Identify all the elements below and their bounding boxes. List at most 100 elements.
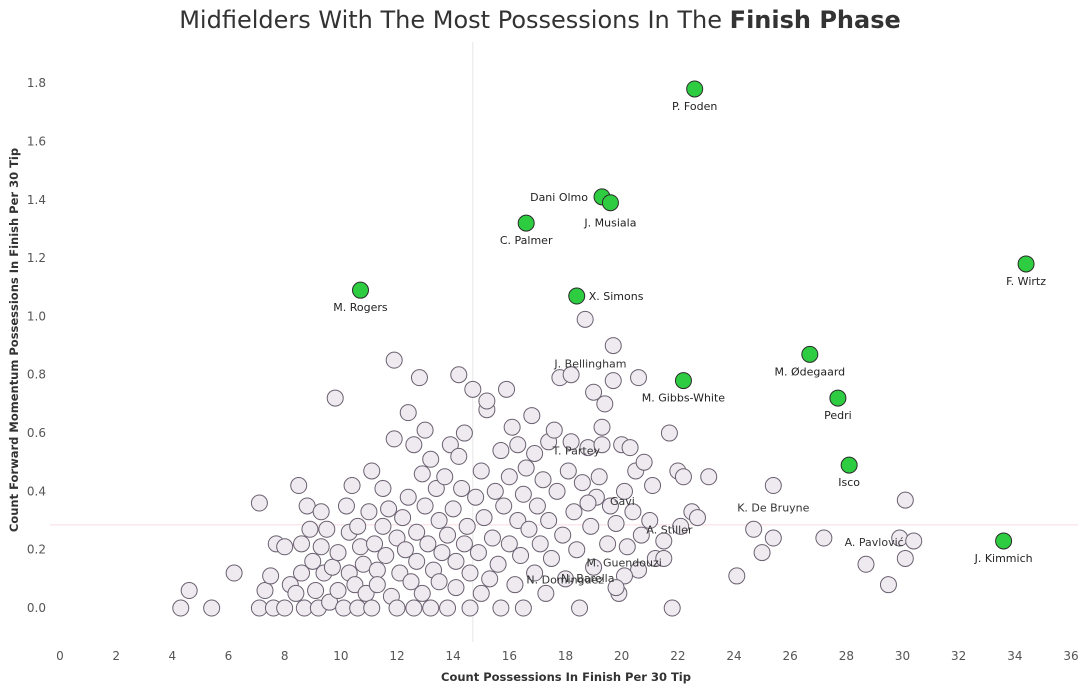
data-point bbox=[500, 468, 518, 486]
data-point bbox=[385, 351, 403, 369]
data-point bbox=[374, 479, 392, 497]
data-point bbox=[585, 383, 603, 401]
data-point bbox=[562, 433, 580, 451]
data-point bbox=[410, 369, 428, 387]
data-point bbox=[604, 337, 622, 355]
x-tick-label: 24 bbox=[726, 649, 741, 663]
data-point bbox=[447, 552, 465, 570]
data-point bbox=[469, 544, 487, 562]
data-point bbox=[540, 512, 558, 530]
x-axis-label: Count Possessions In Finish Per 30 Tip bbox=[441, 670, 691, 684]
data-point bbox=[545, 421, 563, 439]
data-point bbox=[329, 582, 347, 600]
data-point bbox=[879, 576, 897, 594]
data-point bbox=[489, 555, 507, 573]
data-point bbox=[366, 535, 384, 553]
y-tick-label: 1.4 bbox=[27, 193, 46, 207]
point-label: A. Pavlović bbox=[845, 536, 904, 549]
x-tick-label: 20 bbox=[614, 649, 629, 663]
highlighted-point bbox=[601, 194, 619, 212]
reference-lines bbox=[50, 42, 1078, 642]
data-point bbox=[307, 582, 325, 600]
data-point bbox=[444, 500, 462, 518]
data-point bbox=[380, 500, 398, 518]
data-point bbox=[326, 389, 344, 407]
data-point bbox=[349, 517, 367, 535]
highlighted-point-label: J. Musiala bbox=[583, 217, 636, 230]
data-point bbox=[557, 570, 574, 588]
data-point bbox=[559, 462, 577, 480]
data-point bbox=[368, 561, 386, 579]
data-point-labeled bbox=[688, 509, 706, 527]
data-point bbox=[517, 459, 535, 477]
y-tick-label: 1.6 bbox=[27, 134, 46, 148]
data-point-labeled bbox=[615, 567, 633, 585]
point-label: T. Partey bbox=[552, 445, 601, 458]
data-point bbox=[644, 477, 662, 495]
data-point bbox=[405, 436, 423, 454]
data-point bbox=[405, 599, 423, 617]
data-point bbox=[346, 576, 364, 594]
data-point bbox=[318, 520, 336, 538]
point-labels: J. Bellingham T. Partey Gavi K. De Bruyne A.… bbox=[333, 100, 1046, 587]
data-point bbox=[450, 366, 468, 384]
chart-title: Midfielders With The Most Possessions In… bbox=[179, 6, 901, 34]
x-tick-label: 18 bbox=[558, 649, 573, 663]
background-points bbox=[172, 310, 923, 617]
data-point bbox=[700, 468, 718, 486]
x-tick-label: 34 bbox=[1007, 649, 1022, 663]
data-point bbox=[453, 479, 471, 497]
data-point bbox=[256, 582, 274, 600]
data-point bbox=[172, 599, 190, 617]
highlighted-point-label: M. Gibbs-White bbox=[642, 392, 726, 405]
point-label: J. Bellingham bbox=[553, 358, 626, 371]
data-point bbox=[374, 517, 392, 535]
data-point bbox=[388, 529, 406, 547]
x-tick-label: 32 bbox=[951, 649, 966, 663]
data-point bbox=[396, 541, 414, 559]
data-point bbox=[416, 497, 434, 515]
point-label: M. Guendouzi bbox=[587, 556, 662, 569]
data-point bbox=[764, 529, 782, 547]
data-point-labeled bbox=[579, 494, 597, 512]
point-label: N. Dominguez bbox=[526, 574, 604, 587]
data-point bbox=[512, 547, 530, 565]
data-point bbox=[402, 573, 420, 591]
y-tick-label: 0.8 bbox=[27, 368, 46, 382]
data-point bbox=[368, 576, 386, 594]
data-point bbox=[672, 517, 690, 535]
data-point bbox=[478, 392, 496, 410]
data-point bbox=[728, 567, 746, 585]
data-point bbox=[509, 436, 527, 454]
data-point bbox=[262, 567, 280, 585]
data-point bbox=[585, 558, 603, 576]
data-point bbox=[520, 520, 538, 538]
highlighted-point-label: Pedri bbox=[824, 409, 852, 422]
data-point bbox=[408, 523, 426, 541]
point-label: A. Stiller bbox=[646, 524, 693, 537]
data-point bbox=[290, 477, 308, 495]
data-point bbox=[472, 462, 490, 480]
highlighted-point bbox=[351, 281, 369, 299]
highlighted-point-label: C. Palmer bbox=[500, 234, 553, 247]
highlighted-point bbox=[829, 389, 847, 407]
chart-title-bold: Finish Phase bbox=[730, 6, 901, 34]
data-point bbox=[674, 468, 692, 486]
data-point bbox=[582, 517, 600, 535]
highlighted-point-label: Dani Olmo bbox=[530, 191, 588, 204]
data-point bbox=[276, 538, 294, 556]
x-tick-label: 22 bbox=[670, 649, 685, 663]
highlighted-point bbox=[801, 345, 819, 363]
y-tick-label: 0.4 bbox=[27, 484, 46, 498]
highlighted-point-label: M. Ødegaard bbox=[774, 365, 845, 378]
data-point bbox=[391, 564, 409, 582]
data-point bbox=[455, 535, 473, 553]
data-point bbox=[815, 529, 833, 547]
data-point bbox=[641, 512, 659, 530]
highlighted-point-label: F. Wirtz bbox=[1006, 275, 1046, 288]
data-point bbox=[492, 599, 510, 617]
data-point bbox=[287, 584, 305, 602]
data-point bbox=[601, 497, 619, 515]
data-point bbox=[304, 552, 322, 570]
